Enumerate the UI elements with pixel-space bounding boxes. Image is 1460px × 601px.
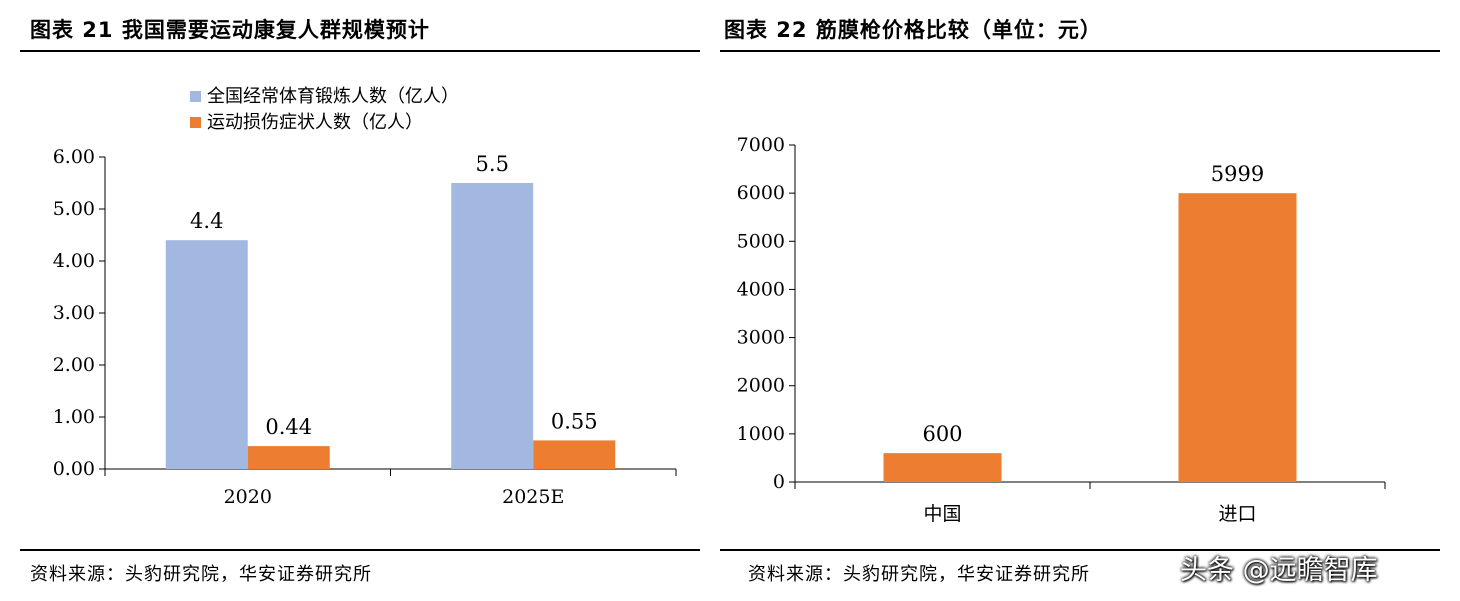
left-y-tick-label: 1.00 xyxy=(53,406,95,428)
right-y-tick-label: 7000 xyxy=(737,134,785,156)
right-y-tick-label: 0 xyxy=(773,471,785,493)
left-data-label: 0.44 xyxy=(265,415,312,439)
left-bar xyxy=(533,440,616,469)
left-bar xyxy=(165,240,248,469)
left-y-tick-label: 5.00 xyxy=(53,198,95,220)
right-bar xyxy=(883,453,1002,482)
right-data-label: 600 xyxy=(922,422,962,446)
figure-22: 图表 22 筋膜枪价格比较（单位：元） 0 1000 2000 3000 4000 500… xyxy=(710,0,1460,601)
figure-22-top-rule xyxy=(720,50,1440,52)
left-category-label: 2020 xyxy=(224,486,272,508)
right-category-label: 进口 xyxy=(1218,503,1256,525)
legend-label: 运动损伤症状人数（亿人） xyxy=(207,112,423,133)
right-category-label: 中国 xyxy=(923,503,961,525)
right-y-tick-label: 1000 xyxy=(737,423,785,445)
figure-21-chart: 0.00 1.00 2.00 3.00 4.00 5.00 6.00 2020 4.4 0.44 2… xyxy=(53,86,677,508)
left-y-tick-label: 2.00 xyxy=(53,354,95,376)
figure-22-chart: 0 1000 2000 3000 4000 5000 6000 7000 中国 600 进口 5999 xyxy=(737,134,1386,525)
left-y-tick-label: 4.00 xyxy=(53,250,95,272)
left-data-label: 5.5 xyxy=(476,152,509,176)
left-bar xyxy=(247,446,330,469)
right-y-tick-label: 2000 xyxy=(737,375,785,397)
watermark-text: 头条 @远瞻智库 xyxy=(1180,555,1378,586)
right-data-label: 5999 xyxy=(1211,162,1264,186)
figure-22-title: 图表 22 筋膜枪价格比较（单位：元） xyxy=(724,18,1102,42)
left-data-label: 4.4 xyxy=(190,209,223,233)
right-y-tick-label: 6000 xyxy=(737,182,785,204)
figure-21-title: 图表 21 我国需要运动康复人群规模预计 xyxy=(30,18,430,42)
figure-21-top-rule xyxy=(20,50,700,52)
left-data-label: 0.55 xyxy=(551,409,598,433)
figure-21: 图表 21 我国需要运动康复人群规模预计 0.00 1.00 2.00 3.00 4.0… xyxy=(0,0,700,601)
legend-label: 全国经常体育锻炼人数（亿人） xyxy=(207,86,459,107)
right-bar xyxy=(1178,193,1297,483)
left-category-label: 2025E xyxy=(502,486,564,508)
left-bar xyxy=(451,183,534,469)
right-y-tick-label: 5000 xyxy=(737,230,785,252)
left-y-tick-label: 6.00 xyxy=(53,146,95,168)
figure-21-source: 资料来源：头豹研究院，华安证券研究所 xyxy=(30,564,372,585)
right-y-tick-label: 4000 xyxy=(737,278,785,300)
left-y-tick-label: 0.00 xyxy=(53,458,95,480)
figure-21-bottom-rule xyxy=(20,549,700,551)
legend-swatch xyxy=(190,91,201,102)
right-y-tick-label: 3000 xyxy=(737,327,785,349)
legend-swatch xyxy=(190,117,201,128)
figure-22-source: 资料来源：头豹研究院，华安证券研究所 xyxy=(748,564,1090,585)
figure-22-bottom-rule xyxy=(720,549,1440,551)
left-y-tick-label: 3.00 xyxy=(53,302,95,324)
